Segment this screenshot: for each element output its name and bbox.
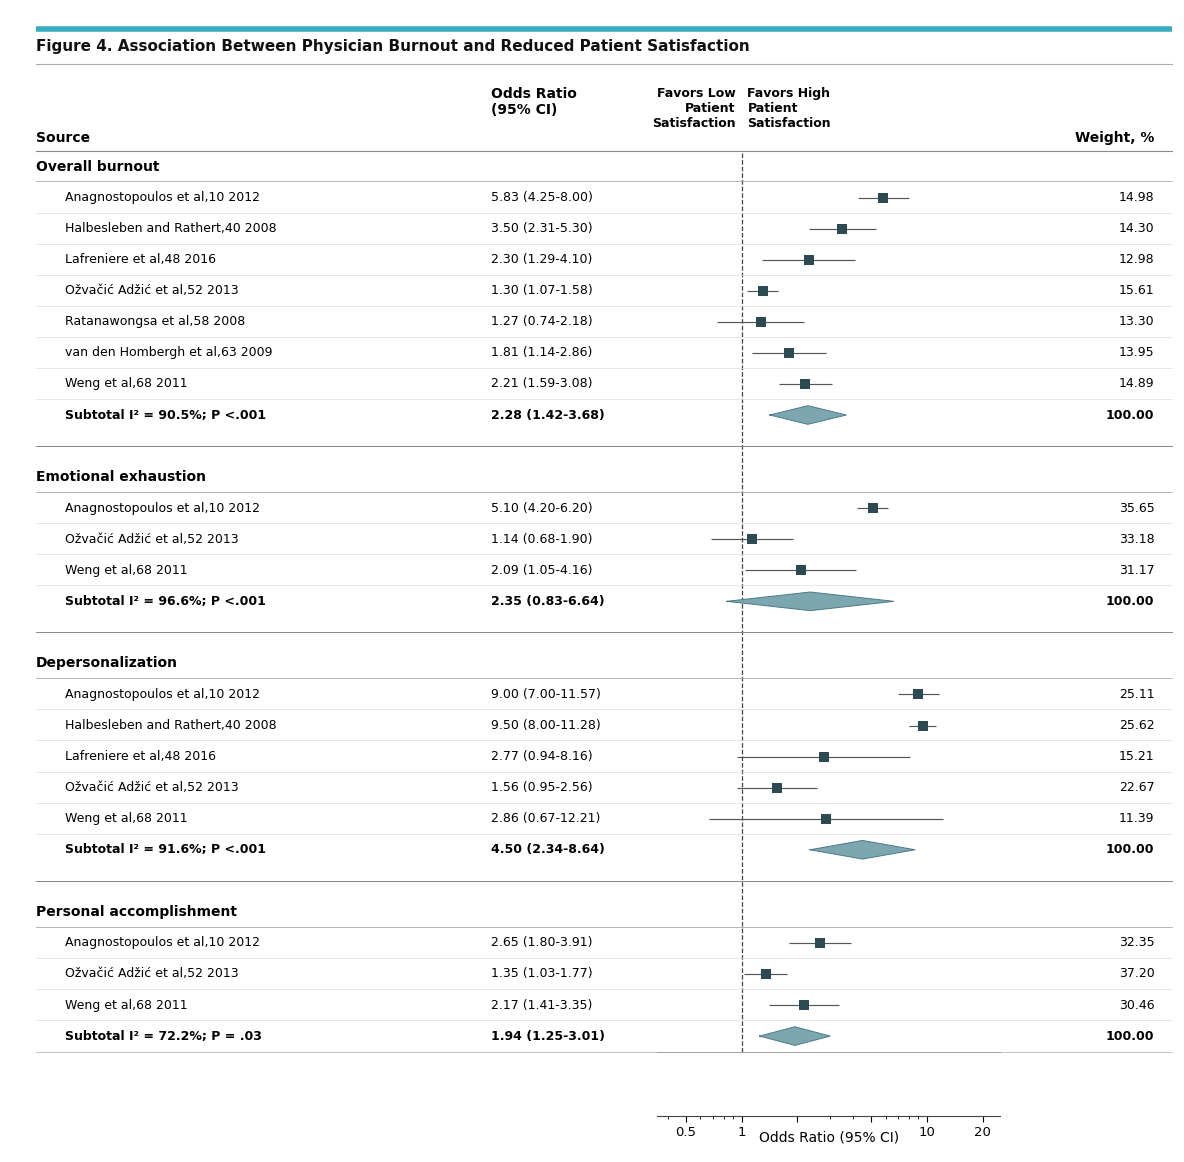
Polygon shape <box>770 406 847 424</box>
Text: Anagnostopoulos et al,10 2012: Anagnostopoulos et al,10 2012 <box>65 937 260 949</box>
Text: 1.30 (1.07-1.58): 1.30 (1.07-1.58) <box>491 285 593 297</box>
Text: Ožvačić Adžić et al,52 2013: Ožvačić Adžić et al,52 2013 <box>65 781 239 794</box>
Text: 1.14 (0.68-1.90): 1.14 (0.68-1.90) <box>491 532 593 546</box>
Text: Anagnostopoulos et al,10 2012: Anagnostopoulos et al,10 2012 <box>65 688 260 701</box>
Text: 2.28 (1.42-3.68): 2.28 (1.42-3.68) <box>491 409 605 422</box>
Text: 3.50 (2.31-5.30): 3.50 (2.31-5.30) <box>491 222 593 235</box>
Text: Subtotal I² = 91.6%; P <.001: Subtotal I² = 91.6%; P <.001 <box>65 844 266 856</box>
Text: 31.17: 31.17 <box>1119 564 1154 576</box>
Text: 32.35: 32.35 <box>1119 937 1154 949</box>
Text: Subtotal I² = 96.6%; P <.001: Subtotal I² = 96.6%; P <.001 <box>65 595 266 608</box>
Text: 25.62: 25.62 <box>1119 719 1154 732</box>
Text: 2.30 (1.29-4.10): 2.30 (1.29-4.10) <box>491 253 593 266</box>
Text: Odds Ratio (95% CI): Odds Ratio (95% CI) <box>759 1131 899 1145</box>
Text: 5.83 (4.25-8.00): 5.83 (4.25-8.00) <box>491 191 593 205</box>
Text: Weng et al,68 2011: Weng et al,68 2011 <box>65 812 188 825</box>
Text: Ratanawongsa et al,58 2008: Ratanawongsa et al,58 2008 <box>65 315 245 329</box>
Polygon shape <box>727 591 894 611</box>
Text: Anagnostopoulos et al,10 2012: Anagnostopoulos et al,10 2012 <box>65 191 260 205</box>
Text: 2.35 (0.83-6.64): 2.35 (0.83-6.64) <box>491 595 605 608</box>
Text: Weng et al,68 2011: Weng et al,68 2011 <box>65 378 188 390</box>
Text: Weng et al,68 2011: Weng et al,68 2011 <box>65 998 188 1012</box>
Text: 15.21: 15.21 <box>1119 751 1154 763</box>
Text: Source: Source <box>36 131 90 145</box>
Text: Ožvačić Adžić et al,52 2013: Ožvačić Adžić et al,52 2013 <box>65 285 239 297</box>
Text: 13.95: 13.95 <box>1119 346 1154 359</box>
Text: 25.11: 25.11 <box>1119 688 1154 701</box>
Text: 1.27 (0.74-2.18): 1.27 (0.74-2.18) <box>491 315 593 329</box>
Text: 2.86 (0.67-12.21): 2.86 (0.67-12.21) <box>491 812 600 825</box>
Text: Emotional exhaustion: Emotional exhaustion <box>36 471 206 485</box>
Text: Overall burnout: Overall burnout <box>36 159 159 173</box>
Text: Halbesleben and Rathert,40 2008: Halbesleben and Rathert,40 2008 <box>65 719 277 732</box>
Text: 100.00: 100.00 <box>1106 1030 1154 1042</box>
Text: 100.00: 100.00 <box>1106 409 1154 422</box>
Text: Favors Low
Patient
Satisfaction: Favors Low Patient Satisfaction <box>652 87 735 130</box>
Text: Subtotal I² = 72.2%; P = .03: Subtotal I² = 72.2%; P = .03 <box>65 1030 262 1042</box>
Text: Lafreniere et al,48 2016: Lafreniere et al,48 2016 <box>65 751 217 763</box>
Text: Anagnostopoulos et al,10 2012: Anagnostopoulos et al,10 2012 <box>65 502 260 515</box>
Text: 5.10 (4.20-6.20): 5.10 (4.20-6.20) <box>491 502 593 515</box>
Polygon shape <box>810 840 915 859</box>
Text: Ožvačić Adžić et al,52 2013: Ožvačić Adžić et al,52 2013 <box>65 532 239 546</box>
Text: 14.30: 14.30 <box>1119 222 1154 235</box>
Text: Favors High
Patient
Satisfaction: Favors High Patient Satisfaction <box>747 87 831 130</box>
Text: Personal accomplishment: Personal accomplishment <box>36 905 237 919</box>
Text: Odds Ratio
(95% CI): Odds Ratio (95% CI) <box>491 87 578 117</box>
Text: 2.21 (1.59-3.08): 2.21 (1.59-3.08) <box>491 378 593 390</box>
Text: 2.77 (0.94-8.16): 2.77 (0.94-8.16) <box>491 751 593 763</box>
Text: 1.35 (1.03-1.77): 1.35 (1.03-1.77) <box>491 968 593 981</box>
Text: Depersonalization: Depersonalization <box>36 657 178 670</box>
Text: 33.18: 33.18 <box>1119 532 1154 546</box>
Text: Ožvačić Adžić et al,52 2013: Ožvačić Adžić et al,52 2013 <box>65 968 239 981</box>
Text: 100.00: 100.00 <box>1106 595 1154 608</box>
Text: Lafreniere et al,48 2016: Lafreniere et al,48 2016 <box>65 253 217 266</box>
Text: 2.65 (1.80-3.91): 2.65 (1.80-3.91) <box>491 937 593 949</box>
Text: 9.00 (7.00-11.57): 9.00 (7.00-11.57) <box>491 688 601 701</box>
Text: 15.61: 15.61 <box>1119 285 1154 297</box>
Text: 100.00: 100.00 <box>1106 844 1154 856</box>
Text: 12.98: 12.98 <box>1119 253 1154 266</box>
Text: 4.50 (2.34-8.64): 4.50 (2.34-8.64) <box>491 844 605 856</box>
Text: 2.17 (1.41-3.35): 2.17 (1.41-3.35) <box>491 998 593 1012</box>
Text: 11.39: 11.39 <box>1119 812 1154 825</box>
Text: 9.50 (8.00-11.28): 9.50 (8.00-11.28) <box>491 719 601 732</box>
Text: van den Hombergh et al,63 2009: van den Hombergh et al,63 2009 <box>65 346 272 359</box>
Text: Weight, %: Weight, % <box>1075 131 1154 145</box>
Text: 35.65: 35.65 <box>1119 502 1154 515</box>
Text: Weng et al,68 2011: Weng et al,68 2011 <box>65 564 188 576</box>
Text: 1.94 (1.25-3.01): 1.94 (1.25-3.01) <box>491 1030 605 1042</box>
Text: 22.67: 22.67 <box>1119 781 1154 794</box>
Text: 14.98: 14.98 <box>1119 191 1154 205</box>
Text: 13.30: 13.30 <box>1119 315 1154 329</box>
Text: Figure 4. Association Between Physician Burnout and Reduced Patient Satisfaction: Figure 4. Association Between Physician … <box>36 40 749 53</box>
Text: Halbesleben and Rathert,40 2008: Halbesleben and Rathert,40 2008 <box>65 222 277 235</box>
Text: 37.20: 37.20 <box>1119 968 1154 981</box>
Polygon shape <box>759 1027 830 1046</box>
Text: 14.89: 14.89 <box>1119 378 1154 390</box>
Text: 1.56 (0.95-2.56): 1.56 (0.95-2.56) <box>491 781 593 794</box>
Text: 1.81 (1.14-2.86): 1.81 (1.14-2.86) <box>491 346 593 359</box>
Text: Subtotal I² = 90.5%; P <.001: Subtotal I² = 90.5%; P <.001 <box>65 409 266 422</box>
Text: 30.46: 30.46 <box>1119 998 1154 1012</box>
Text: 2.09 (1.05-4.16): 2.09 (1.05-4.16) <box>491 564 593 576</box>
